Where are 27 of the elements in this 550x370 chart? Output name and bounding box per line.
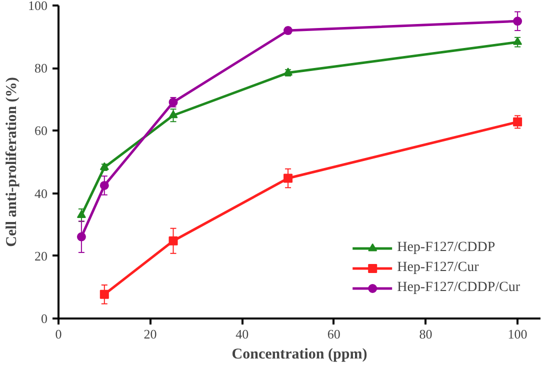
point	[100, 180, 109, 190]
y-tick-label: 60	[34, 123, 48, 138]
point	[76, 210, 86, 218]
point	[513, 117, 522, 126]
x-axis-title: Concentration (ppm)	[232, 346, 368, 362]
y-tick-label: 20	[34, 248, 48, 264]
point	[168, 110, 178, 118]
y-axis-title: Cell anti-proliferation (%)	[4, 77, 20, 247]
legend-label: Hep-F127/Cur	[397, 260, 479, 276]
y-tick-label: 0	[41, 311, 48, 326]
point	[513, 16, 522, 26]
point	[513, 37, 522, 45]
x-tick-label: 20	[144, 326, 157, 342]
y-tick-label: 100	[28, 0, 48, 13]
x-tick-label: 80	[419, 326, 432, 342]
x-tick-label: 40	[236, 326, 249, 342]
legend-label: Hep-F127/CDDP	[397, 240, 496, 256]
point	[168, 236, 178, 246]
x-tick-label: 60	[327, 326, 340, 342]
x-tick-label: 0	[55, 326, 62, 342]
y-tick-label: 80	[34, 60, 48, 76]
y-tick-label: 40	[34, 186, 48, 201]
legend-label: Hep-F127/CDDP/Cur	[397, 280, 520, 296]
point	[76, 232, 86, 242]
point	[284, 174, 293, 183]
x-tick-label: 100	[508, 326, 528, 342]
point	[100, 290, 109, 299]
